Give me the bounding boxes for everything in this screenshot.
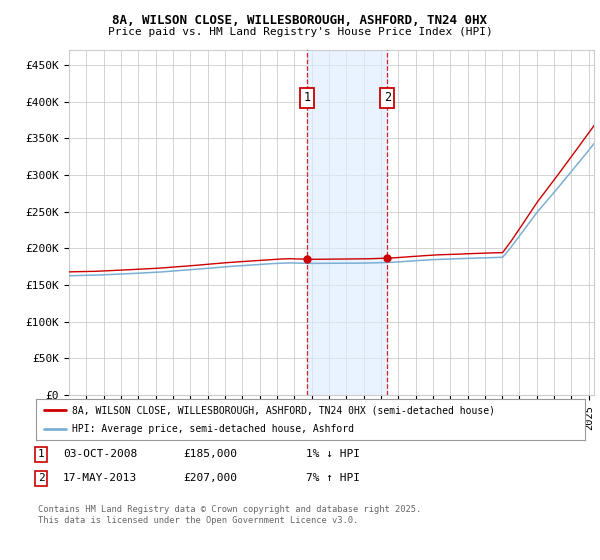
Text: Contains HM Land Registry data © Crown copyright and database right 2025.
This d: Contains HM Land Registry data © Crown c… (38, 505, 421, 525)
Text: 1: 1 (304, 91, 311, 104)
Text: 8A, WILSON CLOSE, WILLESBOROUGH, ASHFORD, TN24 0HX (semi-detached house): 8A, WILSON CLOSE, WILLESBOROUGH, ASHFORD… (71, 405, 494, 415)
Text: 17-MAY-2013: 17-MAY-2013 (63, 473, 137, 483)
Text: Price paid vs. HM Land Registry's House Price Index (HPI): Price paid vs. HM Land Registry's House … (107, 27, 493, 37)
Text: 7% ↑ HPI: 7% ↑ HPI (306, 473, 360, 483)
Text: 1: 1 (38, 449, 44, 459)
Bar (307, 50, 387, 395)
Text: 03-OCT-2008: 03-OCT-2008 (63, 449, 137, 459)
Text: 1% ↓ HPI: 1% ↓ HPI (306, 449, 360, 459)
Text: HPI: Average price, semi-detached house, Ashford: HPI: Average price, semi-detached house,… (71, 424, 353, 433)
Text: £185,000: £185,000 (183, 449, 237, 459)
Text: 2: 2 (384, 91, 391, 104)
Text: 8A, WILSON CLOSE, WILLESBOROUGH, ASHFORD, TN24 0HX: 8A, WILSON CLOSE, WILLESBOROUGH, ASHFORD… (113, 14, 487, 27)
Text: £207,000: £207,000 (183, 473, 237, 483)
Text: 2: 2 (38, 473, 44, 483)
